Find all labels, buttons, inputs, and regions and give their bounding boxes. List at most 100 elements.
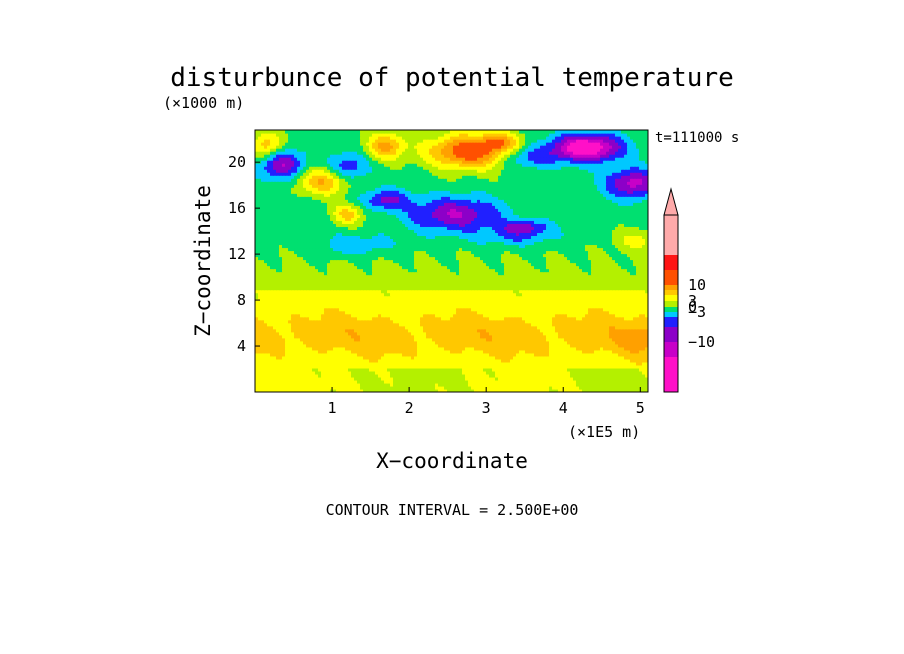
heatmap-cell — [462, 313, 466, 318]
heatmap-cell — [360, 301, 364, 306]
heatmap-cell — [627, 343, 631, 348]
heatmap-cell — [441, 364, 445, 369]
heatmap-cell — [324, 292, 328, 297]
heatmap-cell — [273, 355, 277, 360]
heatmap-cell — [591, 388, 595, 392]
heatmap-cell — [267, 364, 271, 369]
heatmap-cell — [525, 286, 529, 291]
heatmap-cell — [291, 310, 295, 315]
heatmap-cell — [615, 307, 619, 312]
heatmap-cell — [438, 364, 442, 369]
heatmap-cell — [315, 289, 319, 294]
heatmap-cell — [381, 361, 385, 366]
heatmap-cell — [483, 295, 487, 300]
heatmap-cell — [330, 340, 334, 345]
heatmap-cell — [564, 319, 568, 324]
heatmap-cell — [258, 370, 262, 375]
heatmap-cell — [624, 325, 628, 330]
heatmap-cell — [543, 346, 547, 351]
heatmap-cell — [414, 349, 418, 354]
heatmap-cell — [636, 337, 640, 342]
heatmap-cell — [627, 289, 631, 294]
heatmap-cell — [462, 280, 466, 285]
heatmap-cell — [345, 382, 349, 387]
heatmap-cell — [507, 355, 511, 360]
heatmap-cell — [585, 364, 589, 369]
heatmap-cell — [600, 358, 604, 363]
heatmap-cell — [357, 337, 361, 342]
heatmap-cell — [390, 280, 394, 285]
heatmap-cell — [300, 358, 304, 363]
heatmap-cell — [483, 349, 487, 354]
heatmap-cell — [282, 286, 286, 291]
heatmap-cell — [447, 382, 451, 387]
heatmap-cell — [279, 364, 283, 369]
heatmap-cell — [333, 313, 337, 318]
heatmap-cell — [453, 304, 457, 309]
heatmap-cell — [342, 295, 346, 300]
heatmap-cell — [435, 295, 439, 300]
heatmap-cell — [399, 358, 403, 363]
heatmap-cell — [429, 334, 433, 339]
heatmap-cell — [306, 349, 310, 354]
heatmap-cell — [585, 286, 589, 291]
heatmap-cell — [627, 337, 631, 342]
heatmap-cell — [276, 364, 280, 369]
heatmap-cell — [513, 373, 517, 378]
heatmap-cell — [588, 349, 592, 354]
heatmap-cell — [312, 346, 316, 351]
heatmap-cell — [321, 352, 325, 357]
heatmap-cell — [339, 322, 343, 327]
heatmap-cell — [516, 283, 520, 288]
heatmap-cell — [585, 277, 589, 282]
heatmap-cell — [387, 316, 391, 321]
heatmap-cell — [333, 352, 337, 357]
heatmap-cell — [549, 313, 553, 318]
heatmap-cell — [507, 358, 511, 363]
heatmap-cell — [594, 292, 598, 297]
heatmap-cell — [516, 301, 520, 306]
heatmap-cell — [495, 304, 499, 309]
heatmap-cell — [567, 328, 571, 333]
heatmap-cell — [519, 340, 523, 345]
heatmap-cell — [606, 388, 610, 392]
heatmap-cell — [624, 361, 628, 366]
heatmap-cell — [639, 319, 643, 324]
heatmap-cell — [354, 364, 358, 369]
heatmap-cell — [258, 292, 262, 297]
heatmap-cell — [603, 370, 607, 375]
heatmap-cell — [498, 343, 502, 348]
heatmap-cell — [339, 292, 343, 297]
heatmap-cell — [588, 337, 592, 342]
heatmap-cell — [606, 367, 610, 372]
heatmap-cell — [540, 376, 544, 381]
heatmap-cell — [633, 334, 637, 339]
heatmap-cell — [645, 340, 648, 345]
heatmap-cell — [285, 328, 289, 333]
heatmap-cell — [330, 367, 334, 372]
heatmap-cell — [495, 352, 499, 357]
heatmap-cell — [399, 325, 403, 330]
heatmap-cell — [600, 277, 604, 282]
heatmap-cell — [477, 340, 481, 345]
heatmap-cell — [543, 349, 547, 354]
heatmap-cell — [297, 316, 301, 321]
heatmap-cell — [399, 307, 403, 312]
heatmap-cell — [300, 283, 304, 288]
heatmap-cell — [456, 379, 460, 384]
heatmap-cell — [285, 334, 289, 339]
heatmap-cell — [507, 319, 511, 324]
heatmap-cell — [492, 343, 496, 348]
heatmap-cell — [282, 319, 286, 324]
heatmap-cell — [627, 376, 631, 381]
heatmap-cell — [630, 370, 634, 375]
heatmap-cell — [477, 373, 481, 378]
heatmap-cell — [504, 298, 508, 303]
heatmap-cell — [360, 349, 364, 354]
heatmap-cell — [558, 382, 562, 387]
heatmap-cell — [255, 379, 259, 384]
heatmap-cell — [312, 373, 316, 378]
heatmap-cell — [366, 301, 370, 306]
heatmap-cell — [513, 310, 517, 315]
heatmap-cell — [402, 322, 406, 327]
